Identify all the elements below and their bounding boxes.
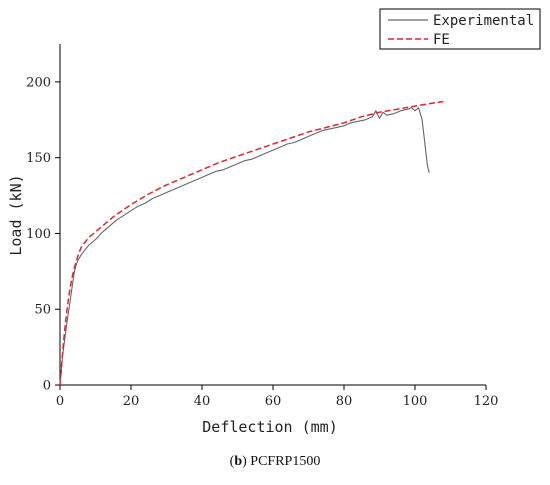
legend-label-fe: FE [433, 32, 450, 48]
x-tick-label-80: 80 [336, 394, 353, 409]
y-tick-label-200: 200 [26, 75, 51, 90]
x-tick-label-40: 40 [194, 394, 211, 409]
caption-label: PCFRP1500 [250, 454, 321, 469]
x-axis-title: Deflection (mm) [202, 418, 337, 436]
x-tick-label-100: 100 [403, 394, 428, 409]
series-layer [59, 100, 444, 386]
y-tick-label-100: 100 [26, 227, 51, 242]
y-tick-label-0: 0 [43, 379, 51, 394]
legend-label-experimental: Experimental [433, 13, 534, 29]
x-ticks: 0 20 40 60 80 100 120 [56, 385, 499, 409]
legend-box [379, 8, 541, 50]
x-tick-label-60: 60 [265, 394, 282, 409]
y-axis-title: Load (kN) [7, 174, 25, 255]
chart: 0 20 40 60 80 100 120 0 50 100 150 200 Deflection … [7, 8, 541, 436]
legend: Experimental FE [379, 8, 541, 50]
series-line-fe [59, 100, 444, 386]
x-tick-label-20: 20 [123, 394, 140, 409]
plot-area: 0 20 40 60 80 100 120 0 50 100 150 200 [26, 44, 498, 409]
x-tick-label-120: 120 [474, 394, 499, 409]
y-tick-label-150: 150 [26, 151, 51, 166]
series-line-experimental [59, 107, 430, 386]
y-tick-label-50: 50 [34, 303, 51, 318]
y-ticks: 0 50 100 150 200 [26, 75, 60, 394]
caption-panel-letter: b [234, 454, 243, 469]
x-tick-label-0: 0 [56, 394, 64, 409]
figure-caption: (b) PCFRP1500 [229, 454, 321, 469]
